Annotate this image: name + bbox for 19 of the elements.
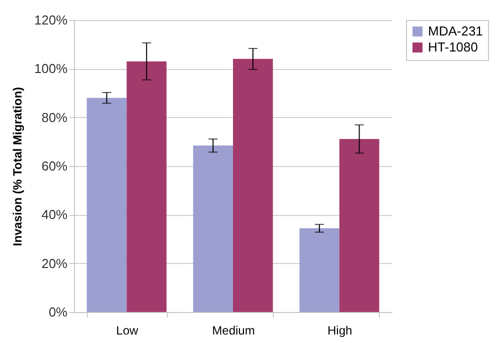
bar	[339, 138, 380, 312]
y-tick-label: 80%	[41, 110, 68, 125]
x-tick-label: Low	[116, 324, 138, 338]
y-tick-label: 60%	[41, 158, 68, 174]
bar	[193, 146, 233, 312]
legend-label: MDA-231	[428, 24, 483, 38]
bar	[126, 61, 167, 312]
y-tick-label: 120%	[34, 12, 68, 28]
bar	[299, 228, 340, 312]
y-tick-label: 40%	[41, 207, 68, 222]
bar	[233, 58, 273, 312]
x-tick-label: High	[328, 324, 352, 338]
y-axis-title: Invasion (% Total Migration)	[10, 86, 24, 246]
bar	[86, 98, 127, 312]
y-tick-label: 100%	[34, 61, 68, 76]
x-tick-label: Medium	[212, 324, 255, 338]
legend-label: HT-1080	[428, 40, 478, 54]
y-tick-label: 20%	[41, 256, 68, 271]
y-tick-label: 0%	[48, 304, 68, 320]
